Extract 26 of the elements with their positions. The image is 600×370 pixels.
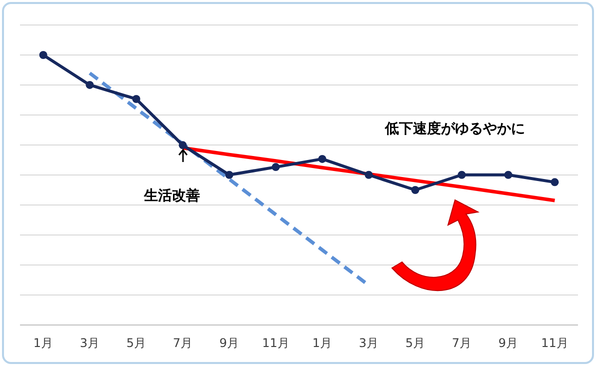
x-tick-label: 11月 xyxy=(541,336,568,350)
point xyxy=(411,186,420,194)
x-tick-label: 5月 xyxy=(405,336,426,350)
point xyxy=(458,170,466,179)
x-tick-label: 5月 xyxy=(126,336,146,350)
x-tick-label: 9月 xyxy=(219,336,240,350)
point xyxy=(550,178,559,186)
x-tick-label: 7月 xyxy=(172,336,193,350)
x-tick-label: 1月 xyxy=(33,336,54,350)
x-tick-label: 3月 xyxy=(358,336,379,350)
annotation: 生活改善 xyxy=(143,187,200,204)
x-tick-label: 9月 xyxy=(498,336,518,350)
point xyxy=(225,170,234,179)
x-tick-label: 3月 xyxy=(80,336,100,350)
point xyxy=(132,95,140,104)
point xyxy=(318,154,326,163)
point xyxy=(178,141,187,150)
point xyxy=(272,163,280,172)
x-tick-label: 11月 xyxy=(262,336,290,350)
point xyxy=(39,51,48,59)
annotation: 低下速度がゆるやかに xyxy=(384,120,525,137)
x-tick-label: 1月 xyxy=(312,336,332,350)
point xyxy=(86,80,94,89)
point xyxy=(364,170,373,179)
x-tick-label: 7月 xyxy=(452,336,472,350)
point xyxy=(504,170,512,179)
